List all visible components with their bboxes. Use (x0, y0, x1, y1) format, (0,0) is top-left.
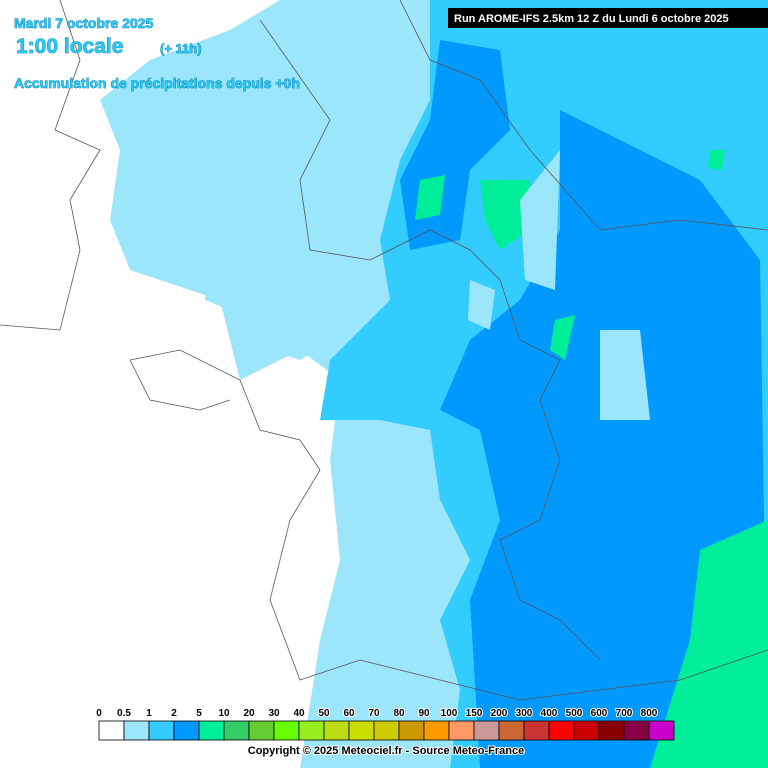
legend-swatch (498, 720, 525, 741)
legend-label: 0 (96, 708, 102, 719)
copyright: Copyright © 2025 Meteociel.fr - Source M… (248, 745, 524, 757)
legend-swatch (573, 720, 600, 741)
legend-label: 80 (393, 708, 405, 719)
legend-label: 500 (566, 708, 583, 719)
legend-label: 5 (196, 708, 202, 719)
legend-swatch (148, 720, 175, 741)
legend-label: 400 (541, 708, 558, 719)
legend-swatch (523, 720, 550, 741)
borders (0, 0, 768, 701)
date-label: Mardi 7 octobre 2025 (14, 15, 153, 31)
run-box (448, 8, 768, 28)
legend-label: 150 (466, 708, 483, 719)
legend-swatch (423, 720, 450, 741)
legend-label: 70 (368, 708, 380, 719)
legend-label: 20 (243, 708, 255, 719)
legend-swatch (448, 720, 475, 741)
legend-swatch (298, 720, 325, 741)
time-label: 1:00 locale (16, 35, 123, 58)
legend-swatch (623, 720, 650, 741)
legend-swatch (648, 720, 675, 741)
legend-label: 200 (491, 708, 508, 719)
legend-label: 600 (591, 708, 608, 719)
legend-swatch (598, 720, 625, 741)
legend-swatch (473, 720, 500, 741)
legend-swatch (348, 720, 375, 741)
legend-swatch (123, 720, 150, 741)
legend-label: 10 (218, 708, 230, 719)
subtitle: Accumulation de précipitations depuis +0… (14, 75, 300, 91)
legend-label: 60 (343, 708, 355, 719)
legend-label: 800 (641, 708, 658, 719)
legend-swatch (223, 720, 250, 741)
legend-swatch (173, 720, 200, 741)
precip-field (100, 0, 768, 768)
legend-swatch (273, 720, 300, 741)
run-label: Run AROME-IFS 2.5km 12 Z du Lundi 6 octo… (454, 13, 729, 25)
offset-label: (+ 11h) (160, 41, 202, 56)
legend-swatch (323, 720, 350, 741)
legend: 0 0.5 1 2 5 10 20 30 40 50 60 70 80 90 100 150 200 300 400… (95, 707, 675, 741)
legend-label: 40 (293, 708, 305, 719)
legend-swatch (548, 720, 575, 741)
legend-label: 50 (318, 708, 330, 719)
legend-swatch (98, 720, 125, 741)
legend-label: 300 (516, 708, 533, 719)
legend-label: 90 (418, 708, 430, 719)
legend-label: 2 (171, 708, 177, 719)
legend-label: 100 (441, 708, 458, 719)
legend-swatch (398, 720, 425, 741)
legend-label: 700 (616, 708, 633, 719)
legend-label: 1 (146, 708, 152, 719)
legend-label: 30 (268, 708, 280, 719)
legend-swatch (198, 720, 225, 741)
legend-label: 0.5 (117, 708, 131, 719)
legend-swatch (248, 720, 275, 741)
legend-swatch (373, 720, 400, 741)
